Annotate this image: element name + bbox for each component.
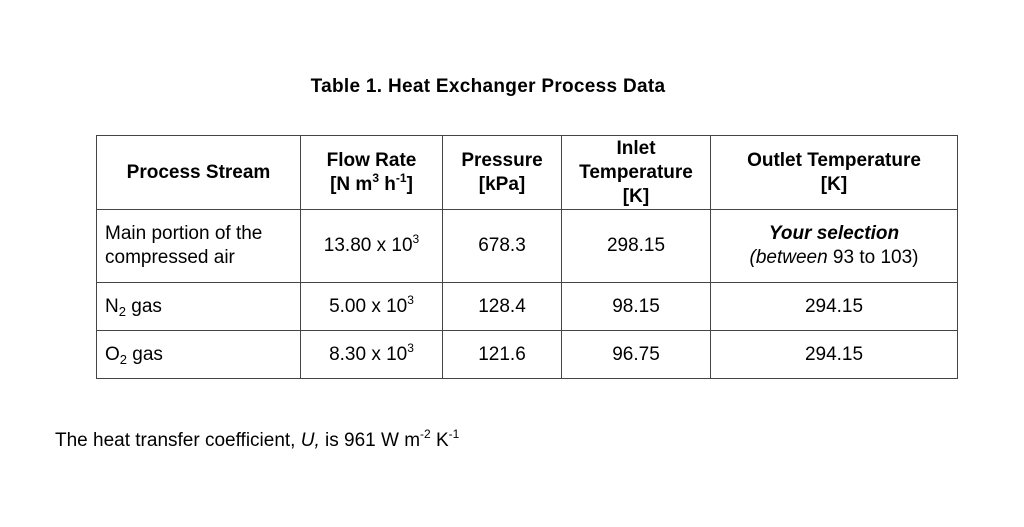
table-row: Main portion of the compressed air 13.80… <box>96 209 958 283</box>
cell-flow-rate: 8.30 x 103 <box>300 330 443 379</box>
cell-stream: N2 gas <box>96 282 301 331</box>
cell-inlet: 98.15 <box>561 282 711 331</box>
table-title: Table 1. Heat Exchanger Process Data <box>310 76 666 97</box>
header-outlet-temperature: Outlet Temperature [K] <box>710 135 958 210</box>
header-flow-label: Flow Rate <box>326 149 417 171</box>
heat-transfer-note: The heat transfer coefficient, U, is 961… <box>55 427 460 451</box>
header-pressure: Pressure [kPa] <box>442 135 562 210</box>
your-selection-label: Your selection <box>768 223 900 244</box>
table-header-row: Process Stream Flow Rate [N m3 h-1] Pres… <box>96 135 958 210</box>
cell-flow-rate: 5.00 x 103 <box>300 282 443 331</box>
selection-range: (between 93 to 103) <box>749 247 919 268</box>
cell-stream: Main portion of the compressed air <box>96 209 301 283</box>
cell-outlet: Your selection (between 93 to 103) <box>710 209 958 283</box>
cell-stream: O2 gas <box>96 330 301 379</box>
process-data-table: Process Stream Flow Rate [N m3 h-1] Pres… <box>96 135 958 379</box>
header-inlet-temperature: Inlet Temperature [K] <box>561 135 711 210</box>
header-flow-unit: [N m3 h-1] <box>330 170 413 195</box>
table-row: N2 gas 5.00 x 103 128.4 98.15 294.15 <box>96 282 958 331</box>
cell-inlet: 298.15 <box>561 209 711 283</box>
cell-pressure: 121.6 <box>442 330 562 379</box>
header-process-stream: Process Stream <box>96 135 301 210</box>
table-row: O2 gas 8.30 x 103 121.6 96.75 294.15 <box>96 330 958 379</box>
header-flow-rate: Flow Rate [N m3 h-1] <box>300 135 443 210</box>
cell-pressure: 128.4 <box>442 282 562 331</box>
cell-pressure: 678.3 <box>442 209 562 283</box>
cell-flow-rate: 13.80 x 103 <box>300 209 443 283</box>
cell-outlet: 294.15 <box>710 282 958 331</box>
cell-outlet: 294.15 <box>710 330 958 379</box>
cell-inlet: 96.75 <box>561 330 711 379</box>
